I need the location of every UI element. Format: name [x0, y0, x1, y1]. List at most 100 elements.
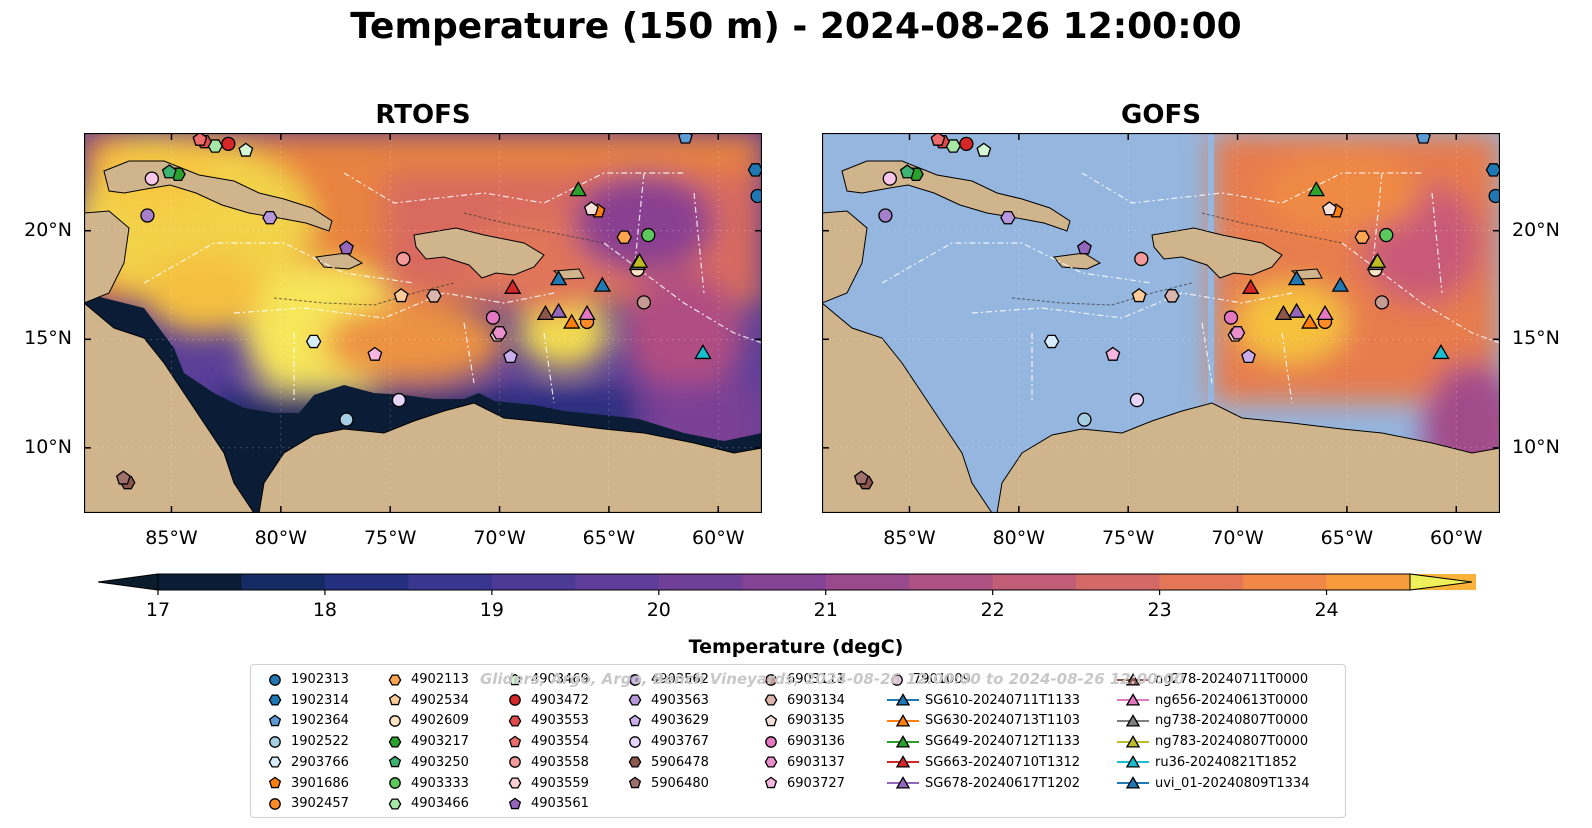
lat-tick-label: 10°N: [1512, 435, 1560, 458]
colorbar-extend-low: [97, 573, 159, 591]
colorbar-tick-label: 19: [480, 599, 504, 621]
legend-label: 4903629: [651, 713, 709, 729]
marker-4903767: [1129, 392, 1145, 408]
marker-SG649-20240712T1133: [1307, 181, 1326, 197]
legend-marker: [765, 735, 777, 748]
colorbar-segment: [575, 574, 660, 590]
marker-6903137: [491, 326, 508, 340]
legend-symbol: [628, 714, 642, 727]
marker-4903558: [396, 251, 411, 267]
legend-symbol: [1125, 734, 1141, 748]
marker-6903136: [485, 310, 501, 325]
legend-marker: [388, 673, 402, 686]
legend-label: 6903137: [787, 754, 845, 770]
legend-symbol: [509, 756, 521, 769]
legend-label: 4903217: [411, 734, 469, 750]
legend-label: 3901686: [291, 775, 349, 791]
legend-symbol: [269, 797, 281, 810]
eez-boundaries: [881, 172, 1500, 404]
legend-symbol: [629, 735, 641, 748]
marker-ng656-20240613T0000: [578, 304, 596, 321]
marker-4903561: [339, 240, 354, 255]
legend-marker: [389, 715, 401, 727]
legend-item: 5906480: [625, 773, 709, 794]
legend-marker: [508, 797, 522, 809]
legend-item: 3901686: [265, 773, 349, 794]
legend-marker: [389, 777, 401, 789]
legend-item: SG630-20240713T1103: [887, 710, 1080, 731]
legend-item: 4903554: [505, 731, 589, 752]
lon-tick-label: 65°W: [582, 527, 636, 549]
legend-symbol: [764, 756, 778, 768]
lon-tick-label: 75°W: [1101, 527, 1155, 549]
legend-label: 5906480: [651, 775, 709, 791]
central-america: [822, 302, 993, 513]
marker-SG678-20240617T1202: [549, 302, 568, 318]
colorbar-segment: [1076, 574, 1161, 590]
legend-label: 1902314: [291, 692, 349, 708]
marker-6903111: [636, 295, 652, 310]
legend-symbol: [629, 673, 641, 686]
legend-symbol: [268, 756, 282, 768]
legend-label: 4903559: [531, 775, 589, 791]
hispaniola: [1151, 227, 1283, 279]
legend-item: 1902522: [265, 731, 349, 752]
legend-symbol: [388, 736, 402, 748]
lon-tick-label: 80°W: [254, 527, 308, 549]
legend-item: 4903333: [385, 773, 469, 794]
legend-marker: [887, 713, 919, 727]
marker-ng783-20240807T0000: [1368, 252, 1387, 268]
legend-item: 4903559: [505, 773, 589, 794]
legend-label: uvi_01-20240809T1334: [1155, 775, 1310, 791]
legend-item: 4903553: [505, 710, 589, 731]
legend-symbol: [508, 797, 522, 809]
map-rtofs[interactable]: [84, 133, 762, 513]
legend-symbol: [268, 714, 282, 727]
colorbar-segment: [491, 574, 576, 590]
colorbar-segment: [1326, 574, 1411, 590]
legend-marker: [268, 776, 282, 789]
marker-6903136: [1223, 310, 1239, 325]
eez-boundaries: [143, 172, 762, 404]
legend-item: 1902313: [265, 669, 349, 690]
legend-symbol: [764, 776, 778, 789]
legend-marker: [268, 756, 282, 768]
marker-SG630-20240713T1103: [562, 313, 581, 329]
legend-item: SG678-20240617T1202: [887, 773, 1080, 794]
marker-ng656-20240613T0000: [1316, 304, 1334, 321]
legend-item: 4903561: [505, 793, 589, 814]
legend-symbol: [388, 798, 402, 810]
legend-label: SG630-20240713T1103: [925, 713, 1081, 729]
colorbar-tick-label: 24: [1314, 599, 1338, 621]
legend-label: SG649-20240712T1133: [925, 734, 1081, 750]
lon-tick-label: 85°W: [883, 527, 936, 549]
legend-marker: [508, 777, 522, 789]
marker-6903727: [367, 346, 383, 361]
marker-6903727: [1105, 346, 1121, 361]
legend-item: uvi_01-20240809T1334: [1117, 773, 1309, 794]
legend-label: 4903250: [411, 754, 469, 770]
legend-marker: [629, 673, 641, 686]
marker-ng278-20240711T0000: [1274, 304, 1293, 321]
legend-marker: [268, 694, 282, 706]
marker-1902313: [1488, 188, 1500, 204]
map-gofs[interactable]: [822, 133, 1500, 513]
legend-label: ru36-20240821T1852: [1155, 754, 1298, 770]
marker-SG678-20240617T1202: [1287, 302, 1306, 318]
legend-marker: [1117, 672, 1149, 686]
yucatan: [822, 210, 868, 304]
marker-2903766: [1043, 334, 1060, 349]
legend-label: ng278-20240711T0000: [1155, 672, 1309, 687]
legend-item: ru36-20240821T1852: [1117, 752, 1297, 773]
legend-item: 4903217: [385, 731, 469, 752]
lat-tick-label: 20°N: [24, 218, 72, 241]
legend-label: 6903111: [787, 672, 845, 687]
legend-label: 6903727: [787, 775, 845, 791]
colorbar-tick-label: 20: [647, 599, 671, 621]
legend-symbol: [891, 673, 903, 686]
marker-4903561: [1077, 240, 1092, 255]
legend-symbol: [628, 756, 642, 768]
legend-marker: [388, 798, 402, 810]
legend-marker: [628, 776, 642, 789]
lon-tick-label: 75°W: [363, 527, 417, 549]
